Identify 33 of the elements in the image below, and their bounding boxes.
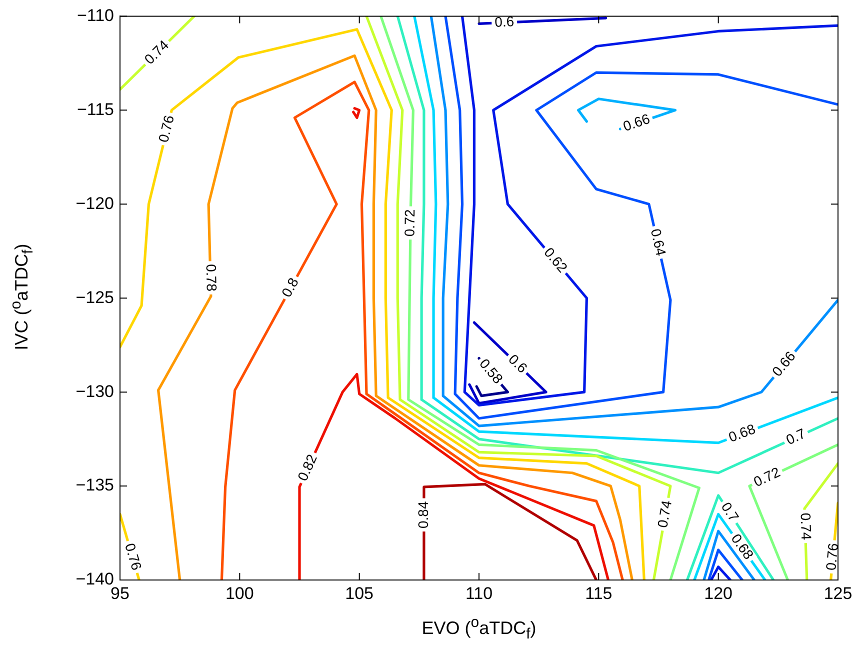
- y-tick-label: −130: [76, 382, 114, 401]
- text: 0.76: [154, 113, 178, 144]
- y-tick-label: −115: [76, 100, 114, 119]
- text: 0.74: [654, 498, 675, 529]
- y-tick-label: −110: [76, 6, 114, 25]
- y-tick-label: −125: [76, 288, 114, 307]
- y-tick-label: −135: [76, 476, 114, 495]
- text: 0.7: [783, 425, 808, 448]
- text: 0.76: [822, 542, 842, 572]
- text: 0.72: [750, 464, 783, 490]
- x-tick-label: 105: [345, 584, 374, 603]
- y-tick-label: −120: [76, 194, 114, 213]
- series-label: 0.6: [494, 13, 515, 30]
- text: 0.6: [506, 350, 531, 376]
- text: 0.84: [414, 501, 431, 529]
- text: 0.68: [726, 420, 758, 446]
- x-tick-label: 100: [225, 584, 254, 603]
- text: 0.78: [203, 264, 220, 292]
- text: 0.76: [122, 541, 146, 572]
- text: 0.66: [620, 110, 652, 134]
- text: 0.72: [401, 208, 418, 237]
- x-tick-label: 120: [704, 584, 733, 603]
- text: 0.8: [278, 274, 302, 300]
- text: 0.64: [648, 227, 670, 258]
- x-axis-title: EVO ($^{o}$aTDC$_{f}$): [420, 614, 538, 643]
- text: 0.82: [294, 452, 320, 484]
- text: 0.74: [798, 512, 815, 540]
- x-tick-label: 95: [110, 584, 130, 603]
- text: 0.74: [140, 36, 172, 68]
- x-tick-label: 125: [824, 584, 852, 603]
- x-tick-label: 115: [585, 584, 612, 603]
- text: 0.7: [718, 499, 742, 524]
- x-tick-label: 110: [465, 584, 493, 603]
